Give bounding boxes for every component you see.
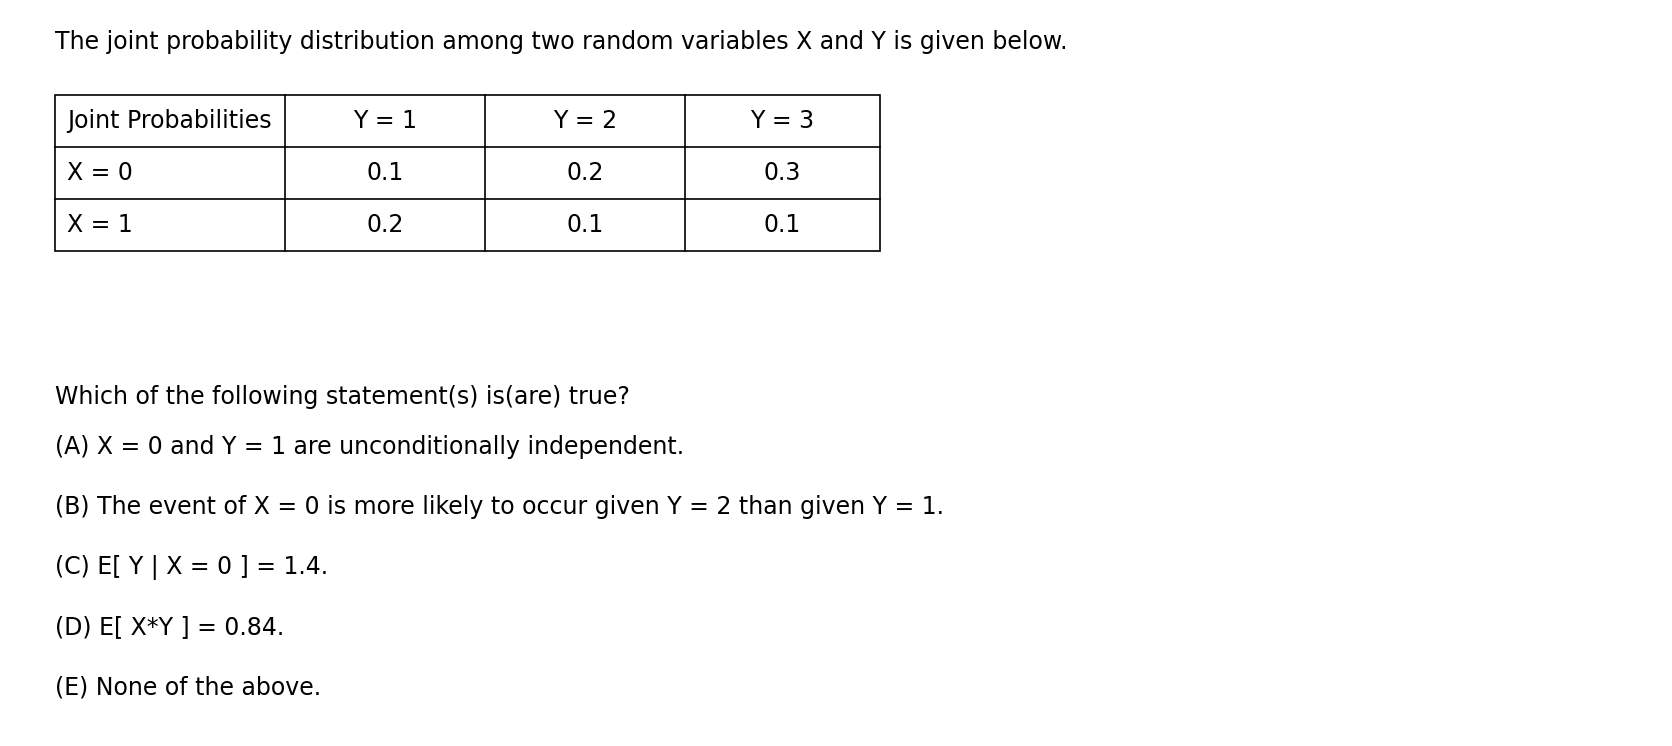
- Text: 0.1: 0.1: [366, 161, 403, 185]
- Text: X = 1: X = 1: [67, 213, 132, 237]
- Text: The joint probability distribution among two random variables X and Y is given b: The joint probability distribution among…: [55, 30, 1067, 54]
- Text: Joint Probabilities: Joint Probabilities: [67, 109, 271, 133]
- Text: (A) X = 0 and Y = 1 are unconditionally independent.: (A) X = 0 and Y = 1 are unconditionally …: [55, 435, 684, 459]
- Text: (E) None of the above.: (E) None of the above.: [55, 675, 321, 699]
- Text: Y = 1: Y = 1: [353, 109, 416, 133]
- Text: 0.2: 0.2: [366, 213, 403, 237]
- Text: Y = 3: Y = 3: [751, 109, 814, 133]
- Text: 0.2: 0.2: [567, 161, 604, 185]
- Text: Which of the following statement(s) is(are) true?: Which of the following statement(s) is(a…: [55, 385, 630, 409]
- Text: X = 0: X = 0: [67, 161, 132, 185]
- Text: 0.3: 0.3: [764, 161, 801, 185]
- Text: (B) The event of X = 0 is more likely to occur given Y = 2 than given Y = 1.: (B) The event of X = 0 is more likely to…: [55, 495, 945, 519]
- Text: 0.1: 0.1: [567, 213, 604, 237]
- Text: 0.1: 0.1: [764, 213, 801, 237]
- Bar: [55, 95, 879, 251]
- Text: (D) E[ X*Y ] = 0.84.: (D) E[ X*Y ] = 0.84.: [55, 615, 284, 639]
- Text: (C) E[ Y | X = 0 ] = 1.4.: (C) E[ Y | X = 0 ] = 1.4.: [55, 555, 328, 580]
- Text: Y = 2: Y = 2: [553, 109, 617, 133]
